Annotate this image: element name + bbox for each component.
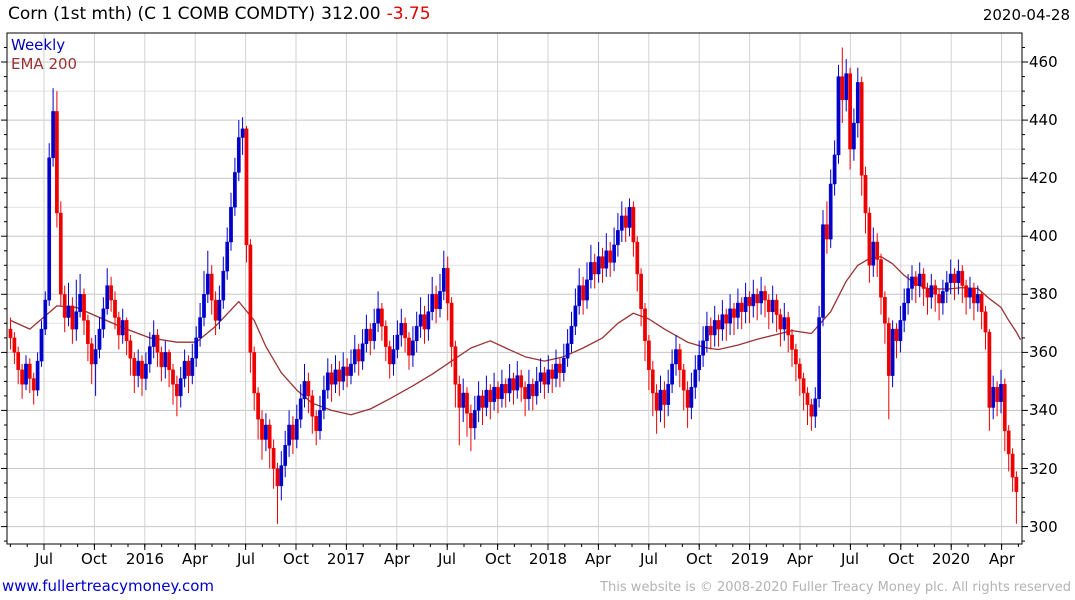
x-tick-label: 2018	[528, 550, 568, 568]
x-tick-label: Jul	[639, 550, 659, 568]
instrument-title: Corn (1st mth) (C 1 COMB COMDTY)	[8, 4, 316, 24]
y-tick-label: 420	[1029, 169, 1058, 187]
website-link[interactable]: www.fullertreacymoney.com	[2, 577, 215, 595]
chart-date: 2020-04-28	[982, 6, 1070, 24]
ema-line	[9, 255, 1021, 416]
y-tick-label: 360	[1029, 343, 1058, 361]
y-tick-label: 440	[1029, 111, 1058, 129]
y-tick-label: 460	[1029, 53, 1058, 71]
x-tick-label: Jul	[34, 550, 54, 568]
x-tick-label: Oct	[283, 550, 309, 568]
price-change: -3.75	[386, 4, 431, 24]
x-tick-label: Jul	[840, 550, 860, 568]
title-bar: Corn (1st mth) (C 1 COMB COMDTY) 312.00 -3…	[8, 4, 431, 24]
x-tick-label: Jul	[236, 550, 256, 568]
x-tick-label: 2020	[931, 550, 971, 568]
x-tick-label: Oct	[81, 550, 107, 568]
x-tick-label: Oct	[888, 550, 914, 568]
ema-legend-label: EMA 200	[11, 55, 78, 73]
x-tick-label: 2017	[326, 550, 366, 568]
y-tick-label: 380	[1029, 285, 1058, 303]
x-tick-label: 2016	[125, 550, 165, 568]
x-tick-label: Oct	[485, 550, 511, 568]
timeframe-label: Weekly	[11, 36, 66, 54]
y-tick-label: 400	[1029, 227, 1058, 245]
down-candle-bodies	[8, 73, 1019, 492]
x-tick-label: Oct	[686, 550, 712, 568]
down-candle-wicks	[10, 47, 1017, 524]
x-tick-label: Apr	[182, 550, 208, 568]
x-tick-label: Jul	[437, 550, 457, 568]
last-price: 312.00	[321, 4, 381, 24]
x-tick-label: 2019	[730, 550, 770, 568]
y-tick-label: 340	[1029, 401, 1058, 419]
plot-border	[6, 32, 1023, 545]
y-tick-label: 320	[1029, 460, 1058, 478]
x-tick-label: Apr	[384, 550, 410, 568]
x-tick-label: Apr	[787, 550, 813, 568]
up-candle-bodies	[24, 73, 1003, 487]
x-tick-label: Apr	[585, 550, 611, 568]
copyright-text: This website is © 2008-2020 Fuller Treac…	[600, 580, 1071, 595]
x-tick-label: Apr	[989, 550, 1015, 568]
y-tick-label: 300	[1029, 518, 1058, 536]
